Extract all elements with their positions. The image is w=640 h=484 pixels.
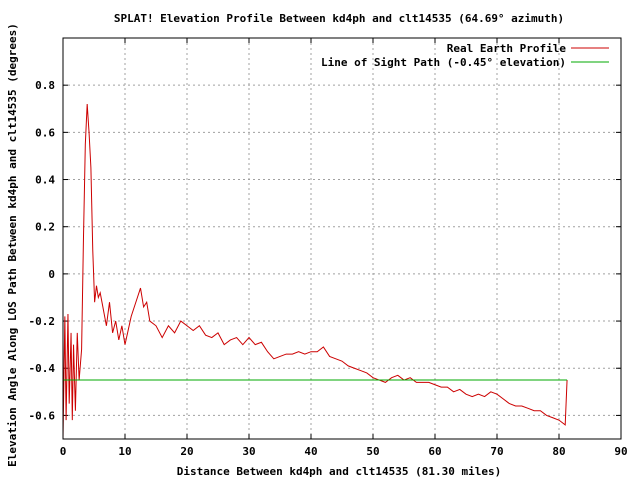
x-tick-label: 90 bbox=[614, 445, 627, 458]
y-tick-label: -0.4 bbox=[29, 362, 56, 375]
x-tick-label: 0 bbox=[60, 445, 67, 458]
x-tick-label: 60 bbox=[428, 445, 441, 458]
x-tick-label: 80 bbox=[552, 445, 565, 458]
legend-label-line-of-sight: Line of Sight Path (-0.45° elevation) bbox=[321, 56, 566, 69]
legend: Real Earth Profile Line of Sight Path (-… bbox=[321, 42, 609, 69]
axis-layer: 0 10 20 30 40 50 60 70 80 90 -0.6 -0.4 -0.2 0 0.2 0.4 0.… bbox=[29, 38, 628, 458]
y-tick-label: -0.6 bbox=[29, 409, 56, 422]
x-tick-label: 40 bbox=[304, 445, 317, 458]
series-layer bbox=[62, 104, 568, 440]
series-line-real-earth-profile bbox=[62, 104, 568, 440]
y-tick-label: 0.4 bbox=[35, 174, 55, 187]
y-axis-label: Elevation Angle Along LOS Path Between k… bbox=[6, 23, 19, 467]
x-tick-label: 20 bbox=[180, 445, 193, 458]
x-tick-label: 50 bbox=[366, 445, 379, 458]
x-tick-label: 10 bbox=[118, 445, 131, 458]
y-tick-label: -0.2 bbox=[29, 315, 56, 328]
y-tick-label: 0.8 bbox=[35, 79, 55, 92]
y-tick-label: 0 bbox=[48, 268, 55, 281]
x-tick-label: 70 bbox=[490, 445, 503, 458]
plot-frame bbox=[62, 37, 622, 440]
x-tick-label: 30 bbox=[242, 445, 255, 458]
y-tick-label: 0.2 bbox=[35, 221, 55, 234]
y-tick-label: 0.6 bbox=[35, 126, 55, 139]
x-axis-label: Distance Between kd4ph and clt14535 (81.… bbox=[177, 465, 502, 478]
chart-title: SPLAT! Elevation Profile Between kd4ph a… bbox=[114, 12, 564, 25]
grid-layer bbox=[63, 38, 621, 439]
legend-label-real-earth: Real Earth Profile bbox=[447, 42, 567, 55]
